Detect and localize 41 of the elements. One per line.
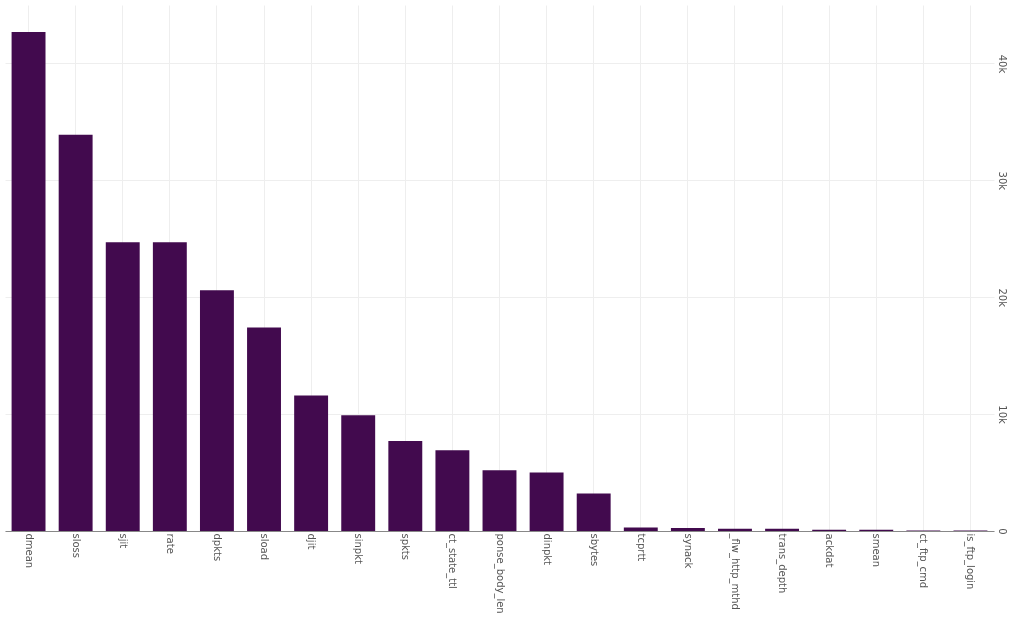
bar: [294, 395, 329, 531]
bar: [247, 327, 281, 531]
x-tick-label: djit: [306, 533, 318, 550]
x-tick-label: ct_ftp_cmd: [917, 533, 930, 589]
y-tick-label: 0: [996, 528, 1008, 535]
bar: [529, 472, 564, 531]
x-tick-label: dinpkt: [541, 533, 553, 566]
bar: [11, 31, 46, 531]
x-tick-label: sload: [259, 533, 271, 561]
x-tick-label: tcprtt: [635, 533, 647, 562]
bar: [58, 134, 93, 531]
bar: [670, 528, 705, 531]
x-tick-label: sinpkt: [353, 533, 365, 564]
bar: [623, 527, 658, 531]
x-tick-label: _flw_http_mthd: [728, 532, 741, 610]
x-tick-label: sjit: [117, 533, 129, 549]
x-tick-label: dmean: [23, 533, 35, 569]
x-tick-label: smean: [871, 533, 883, 568]
bar: [576, 493, 611, 531]
x-tick-label: ackdat: [824, 533, 836, 568]
x-tick-label: ct_state_ttl: [446, 533, 459, 589]
x-tick-label: sbytes: [588, 533, 600, 567]
x-tick-label: synack: [682, 533, 694, 569]
y-tick-label: 20k: [996, 288, 1008, 308]
x-tick-label: rate: [164, 533, 176, 554]
bar: [199, 290, 234, 531]
bar: [105, 242, 140, 531]
x-tick-label: is_ftp_login: [964, 533, 977, 590]
bar: [341, 415, 376, 531]
bar: [435, 450, 470, 531]
x-tick-label: sloss: [70, 533, 82, 559]
y-tick-label: 10k: [996, 405, 1008, 425]
x-tick-label: ponse_body_len: [493, 533, 506, 614]
y-tick-label: 40k: [996, 54, 1008, 74]
x-tick-label: trans_depth: [776, 533, 789, 594]
bar: [388, 441, 423, 531]
x-tick-label: spkts: [400, 533, 412, 560]
y-tick-label: 30k: [996, 171, 1008, 191]
bar: [152, 242, 187, 531]
bar: [482, 470, 517, 531]
x-tick-label: dpkts: [211, 533, 223, 562]
